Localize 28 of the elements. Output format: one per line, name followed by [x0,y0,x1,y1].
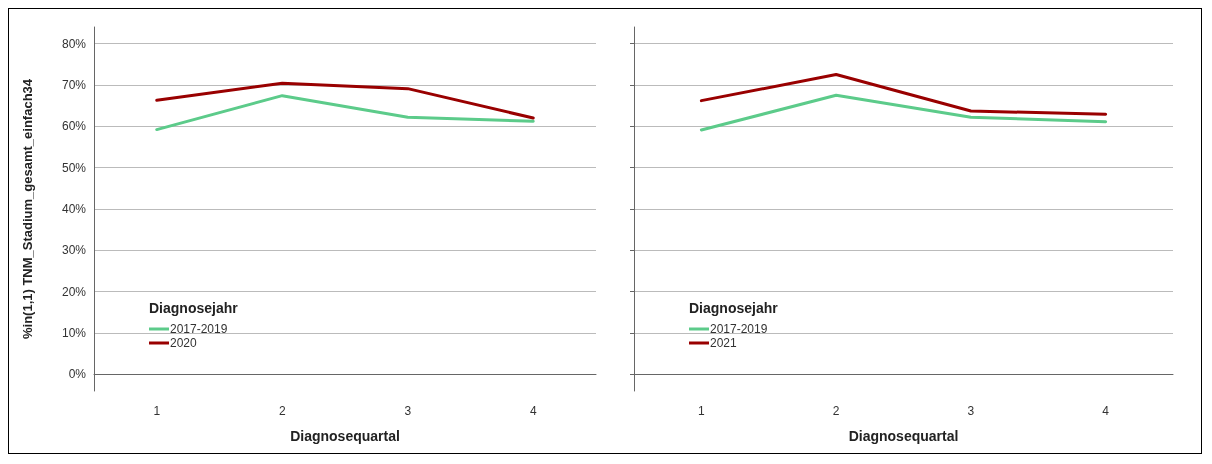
y-tick-label: 60% [61,119,87,134]
line-series [155,81,535,120]
y-tick-label: 30% [61,243,87,258]
x-tick-label: 2 [278,404,286,418]
legend-label: 2020 [170,336,198,350]
legend-label: 2017-2019 [710,322,768,336]
line-series [155,94,535,132]
x-tick-label: 4 [529,404,537,418]
legend-label: 2021 [710,336,738,350]
x-tick-label: 4 [1102,404,1110,418]
legend-title: Diagnosejahr [689,300,779,316]
x-tick-label: 3 [967,404,975,418]
y-tick-label: 10% [61,326,87,341]
y-tick-label: 70% [61,77,87,92]
y-tick-label: 40% [61,202,87,216]
x-tick-label: 2 [832,404,840,418]
y-tick-label: 20% [61,284,87,299]
y-tick-label: 80% [61,36,87,51]
y-axis-title: %in(1,1) TNM_Stadium_gesamt_einfach34 [20,78,35,340]
x-tick-label: 3 [404,404,412,418]
x-axis-title: Diagnosequartal [848,428,959,444]
legend-title: Diagnosejahr [149,300,239,316]
y-tick-label: 0% [68,367,87,382]
x-tick-label: 1 [698,404,706,418]
legend-label: 2017-2019 [170,322,228,336]
y-tick-label: 50% [61,160,87,175]
x-tick-label: 1 [153,404,161,418]
x-axis-title: Diagnosequartal [290,428,400,444]
